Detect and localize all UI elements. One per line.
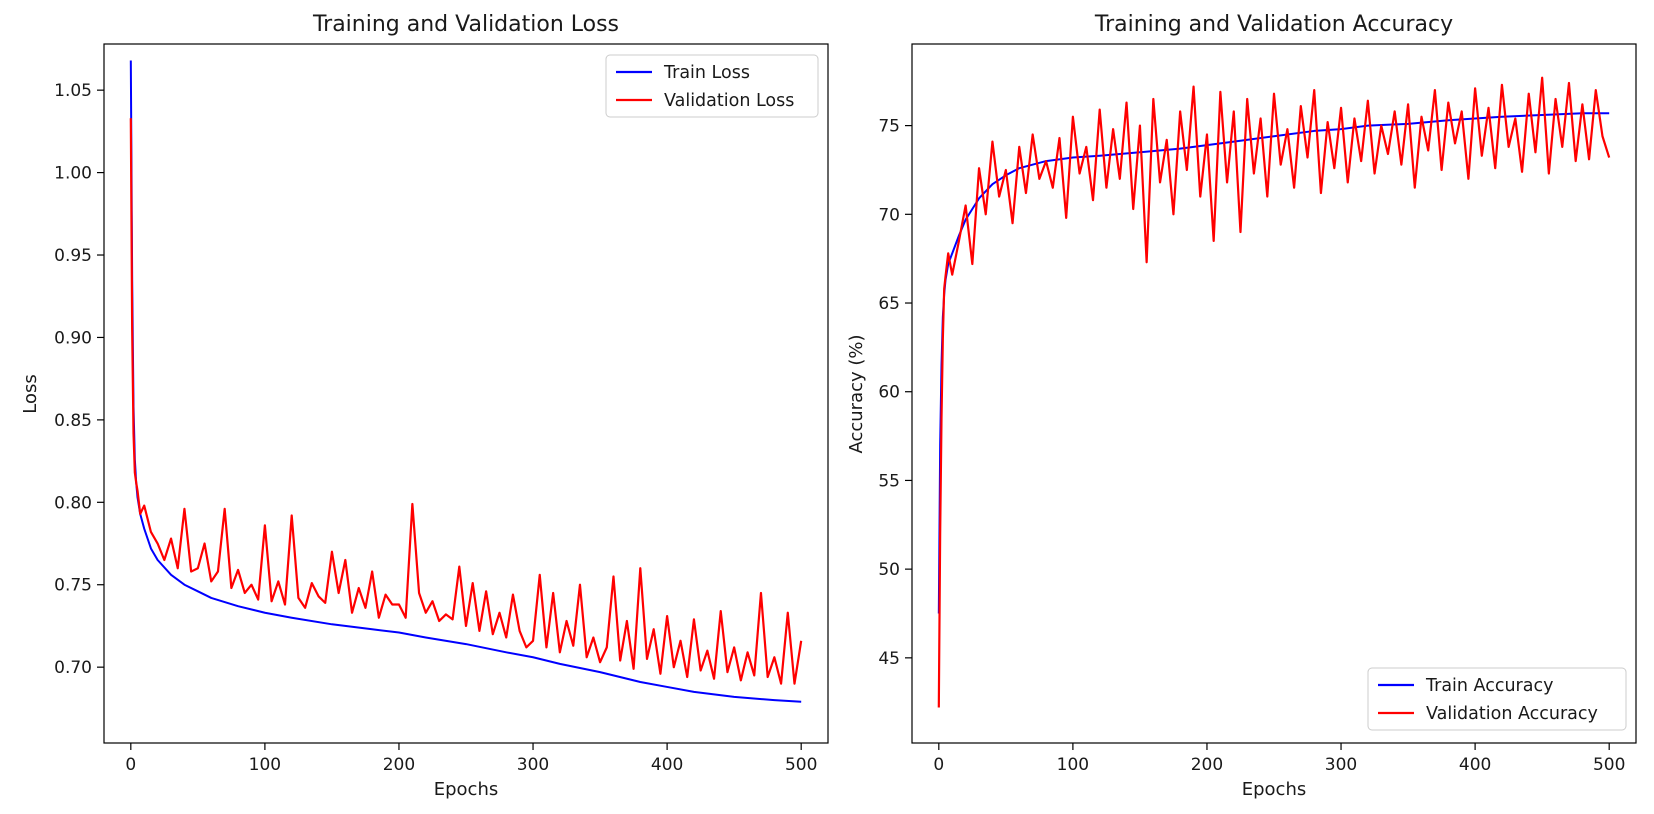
accuracy-chart-xlabel: Epochs bbox=[1242, 779, 1307, 800]
loss-ytick-label: 0.95 bbox=[54, 246, 92, 266]
loss-xtick-label: 0 bbox=[125, 755, 136, 775]
accuracy-legend-label: Validation Accuracy bbox=[1426, 704, 1598, 724]
accuracy-xtick-label: 100 bbox=[1057, 755, 1089, 775]
loss-chart: Training and Validation Loss 0 100 200 300 4… bbox=[20, 12, 829, 800]
accuracy-xtick-label: 200 bbox=[1191, 755, 1223, 775]
accuracy-legend-label: Train Accuracy bbox=[1425, 676, 1553, 696]
accuracy-chart-ylabel: Accuracy (%) bbox=[846, 334, 867, 453]
loss-chart-frame bbox=[103, 43, 829, 744]
accuracy-chart-frame bbox=[911, 43, 1637, 744]
loss-chart-ticks: 0 100 200 300 400 500 0.70 0.75 0.80 0.85 0.90 0.95… bbox=[54, 81, 817, 775]
loss-legend-box bbox=[605, 54, 819, 118]
accuracy-ytick-label: 55 bbox=[878, 471, 900, 491]
loss-xtick-label: 300 bbox=[517, 755, 549, 775]
loss-chart-xlabel: Epochs bbox=[434, 779, 499, 800]
accuracy-ytick-label: 45 bbox=[878, 649, 900, 669]
loss-ytick-label: 0.80 bbox=[54, 493, 92, 513]
accuracy-ytick-label: 75 bbox=[878, 117, 900, 137]
accuracy-series-validation bbox=[937, 76, 1611, 708]
accuracy-xtick-label: 300 bbox=[1325, 755, 1357, 775]
accuracy-legend-box bbox=[1367, 667, 1627, 731]
accuracy-ytick-label: 50 bbox=[878, 560, 900, 580]
loss-ytick-label: 0.90 bbox=[54, 328, 92, 348]
loss-series-validation bbox=[129, 118, 803, 685]
accuracy-chart: Training and Validation Accuracy 0 100 200… bbox=[846, 12, 1637, 800]
accuracy-ytick-label: 65 bbox=[878, 294, 900, 314]
loss-ytick-label: 0.70 bbox=[54, 658, 92, 678]
accuracy-chart-legend: Train Accuracy Validation Accuracy bbox=[1367, 667, 1627, 731]
loss-xtick-label: 400 bbox=[651, 755, 683, 775]
accuracy-xtick-label: 500 bbox=[1593, 755, 1625, 775]
accuracy-chart-plot-area bbox=[937, 76, 1611, 708]
accuracy-chart-title: Training and Validation Accuracy bbox=[1094, 12, 1453, 37]
loss-ytick-label: 1.00 bbox=[54, 164, 92, 184]
loss-legend-label: Train Loss bbox=[663, 63, 750, 83]
loss-xtick-label: 500 bbox=[785, 755, 817, 775]
accuracy-xtick-label: 0 bbox=[933, 755, 944, 775]
loss-legend-label: Validation Loss bbox=[664, 91, 794, 111]
accuracy-ytick-label: 60 bbox=[878, 383, 900, 403]
loss-chart-title: Training and Validation Loss bbox=[312, 12, 619, 37]
loss-ytick-label: 1.05 bbox=[54, 81, 92, 101]
loss-xtick-label: 100 bbox=[249, 755, 281, 775]
accuracy-chart-ticks: 0 100 200 300 400 500 45 50 55 60 65 70 75 bbox=[878, 117, 1625, 775]
loss-chart-plot-area bbox=[129, 60, 803, 703]
loss-chart-ylabel: Loss bbox=[20, 374, 41, 413]
accuracy-ytick-label: 70 bbox=[878, 205, 900, 225]
loss-xtick-label: 200 bbox=[383, 755, 415, 775]
accuracy-xtick-label: 400 bbox=[1459, 755, 1491, 775]
loss-ytick-label: 0.85 bbox=[54, 411, 92, 431]
loss-chart-legend: Train Loss Validation Loss bbox=[605, 54, 819, 118]
loss-ytick-label: 0.75 bbox=[54, 576, 92, 596]
